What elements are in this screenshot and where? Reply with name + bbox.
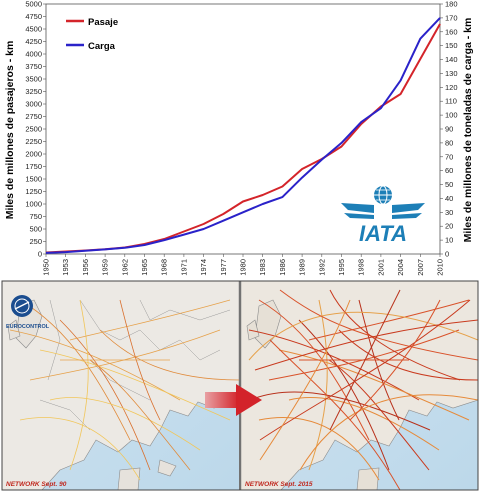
legend-label-pasaje: Pasaje	[88, 17, 118, 28]
left-tick-label: 1000	[25, 200, 42, 209]
left-tick-label: 2500	[25, 125, 42, 134]
x-tick-label: 1974	[199, 259, 208, 276]
x-tick-label: 1959	[101, 259, 110, 276]
left-tick-label: 1750	[25, 162, 42, 171]
x-tick-label: 1953	[61, 259, 70, 276]
right-tick-label: 40	[445, 194, 453, 203]
x-tick-label: 1983	[258, 259, 267, 276]
x-tick-label: 1995	[337, 259, 346, 276]
right-tick-label: 50	[445, 180, 453, 189]
x-tick-label: 1980	[239, 259, 248, 276]
left-tick-label: 2750	[25, 112, 42, 121]
left-tick-label: 4750	[25, 12, 42, 21]
x-tick-label: 1989	[298, 259, 307, 276]
left-map-routes	[9, 299, 239, 481]
eurocontrol-logo: EUROCONTROL	[6, 295, 50, 330]
left-tick-label: 3250	[25, 87, 42, 96]
legend-label-carga: Carga	[88, 41, 116, 52]
maps-border	[1, 280, 479, 491]
x-tick-label: 1998	[357, 259, 366, 276]
right-tick-label: 60	[445, 166, 453, 175]
right-tick-label: 170	[445, 13, 458, 22]
x-tick-label: 2001	[376, 259, 385, 276]
x-axis-ticks: 1950 1953 1956 1959 1962 1965 1968 1971 1974 1977…	[42, 254, 445, 276]
line-chart: 0250500750100012501500175020002250250027…	[4, 0, 474, 276]
right-tick-label: 180	[445, 0, 458, 9]
right-tick-label: 120	[445, 83, 458, 92]
left-map: EUROCONTROL NETWORK Sept. 90	[2, 281, 239, 490]
iata-wings-icon	[341, 203, 425, 213]
left-tick-label: 1250	[25, 187, 42, 196]
left-tick-label: 5000	[25, 0, 42, 9]
left-tick-label: 3500	[25, 75, 42, 84]
eurocontrol-wordmark: EUROCONTROL	[6, 324, 50, 330]
right-tick-label: 90	[445, 125, 453, 134]
right-tick-label: 160	[445, 27, 458, 36]
iata-wordmark: IATA	[359, 221, 407, 246]
right-tick-label: 140	[445, 55, 458, 64]
right-tick-label: 0	[445, 250, 449, 259]
x-tick-label: 2007	[416, 259, 425, 276]
series-lines	[45, 17, 441, 254]
x-tick-label: 1965	[140, 259, 149, 276]
left-tick-label: 3000	[25, 100, 42, 109]
arrow-icon	[205, 384, 262, 416]
x-tick-label: 2004	[396, 259, 405, 276]
series-line-carga	[45, 17, 441, 254]
right-tick-label: 110	[445, 97, 457, 106]
x-tick-label: 1977	[219, 259, 228, 276]
left-tick-label: 2000	[25, 150, 42, 159]
x-tick-label: 1956	[81, 259, 90, 276]
left-tick-label: 4000	[25, 50, 42, 59]
left-tick-label: 250	[29, 237, 42, 246]
right-tick-label: 20	[445, 222, 453, 231]
left-axis-title: Miles de millones de pasajeros - km	[4, 41, 16, 220]
left-y-axis-ticks: 0 250 500 750 1000 1250 1500 1750 2000 2250 2500 27…	[25, 0, 46, 259]
x-tick-label: 1968	[160, 259, 169, 276]
x-tick-label: 1992	[317, 259, 326, 276]
right-tick-label: 150	[445, 41, 458, 50]
left-tick-label: 3750	[25, 62, 42, 71]
left-map-caption: NETWORK Sept. 90	[6, 481, 67, 488]
x-tick-label: 1950	[42, 259, 51, 276]
right-y-axis-ticks: 0 10 20 30 40 50 60 70 80 90 100 110 120 130 140 150 160…	[440, 0, 458, 259]
legend: Pasaje Carga	[66, 17, 118, 52]
iata-logo: IATA	[341, 185, 425, 246]
x-tick-label: 1971	[179, 259, 188, 276]
right-tick-label: 130	[445, 69, 458, 78]
x-tick-label: 1962	[120, 259, 129, 276]
left-tick-label: 500	[29, 225, 42, 234]
right-tick-label: 70	[445, 152, 453, 161]
right-tick-label: 100	[445, 111, 458, 120]
left-tick-label: 4500	[25, 25, 42, 34]
right-tick-label: 80	[445, 138, 453, 147]
left-tick-label: 4250	[25, 37, 42, 46]
left-tick-label: 1500	[25, 175, 42, 184]
right-tick-label: 10	[445, 236, 453, 245]
x-tick-label: 1986	[278, 259, 287, 276]
right-tick-label: 30	[445, 208, 453, 217]
left-tick-label: 750	[29, 212, 42, 221]
left-tick-label: 2250	[25, 137, 42, 146]
right-map-caption: NETWORK Sept. 2015	[245, 481, 313, 488]
x-tick-label: 2010	[436, 259, 445, 276]
right-map-routes	[248, 289, 478, 490]
left-tick-label: 0	[38, 250, 42, 259]
right-map: NETWORK Sept. 2015	[241, 281, 478, 490]
right-axis-title: Miles de millones de toneladas de carga …	[462, 18, 474, 243]
